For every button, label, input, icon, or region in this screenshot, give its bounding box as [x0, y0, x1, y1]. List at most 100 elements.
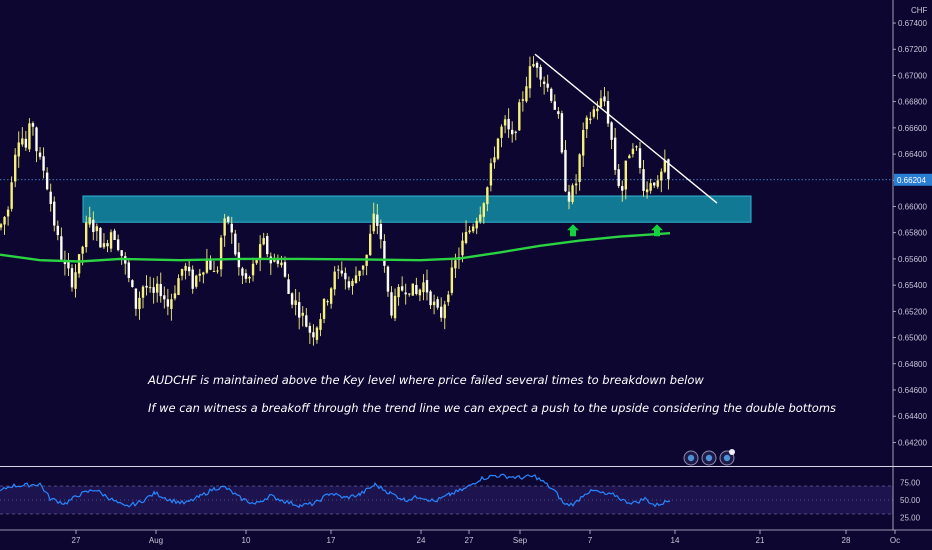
x-tick-label: Aug [149, 536, 163, 545]
candle-body [347, 281, 351, 288]
candle-body [241, 268, 244, 276]
candle-body [74, 272, 77, 289]
candle [443, 300, 446, 330]
candle-body [440, 306, 443, 318]
oscillator-tick-label: 50.00 [900, 496, 921, 505]
candle [606, 91, 610, 127]
candle [489, 158, 493, 192]
candle-body [326, 301, 329, 303]
candle-body [301, 312, 304, 316]
candle-body [127, 262, 130, 278]
candle [227, 215, 230, 225]
candle [106, 239, 109, 253]
y-tick-label: 0.66800 [898, 98, 927, 107]
candle [542, 76, 546, 95]
candle [276, 254, 280, 268]
candle [170, 293, 173, 321]
candle [177, 274, 180, 296]
oscillator-tick-label: 75.00 [900, 479, 921, 488]
candle-body [589, 118, 592, 121]
candle [287, 273, 290, 294]
candle [393, 288, 397, 322]
candle-body [578, 154, 581, 183]
candle [156, 276, 159, 303]
candle-body [475, 220, 478, 229]
candle-body [471, 226, 475, 232]
candle-body [553, 101, 556, 110]
candle [354, 266, 358, 284]
y-tick-label: 0.65200 [898, 307, 927, 316]
candle [408, 293, 411, 297]
candle-body [31, 123, 35, 127]
candle-body [425, 280, 429, 293]
y-tick-label: 0.64400 [898, 412, 927, 421]
candle-body [113, 230, 116, 240]
candle [400, 276, 404, 292]
indicator-icon-2[interactable] [701, 450, 717, 466]
candle [624, 160, 627, 200]
candle [74, 264, 77, 298]
candle-body [63, 260, 67, 265]
candle-body [276, 260, 280, 264]
candle [294, 289, 297, 316]
candle [21, 127, 24, 147]
candle-body [518, 102, 521, 131]
candle-body [92, 219, 95, 232]
candle-body [358, 270, 361, 276]
candle [234, 229, 237, 257]
candle-body [180, 269, 184, 276]
candle [152, 277, 155, 304]
candle-body [628, 155, 631, 159]
candle [298, 292, 301, 330]
candle-body [106, 243, 109, 247]
candle [77, 254, 81, 278]
candle [198, 268, 201, 282]
candle-body [38, 152, 42, 157]
candle-body [56, 225, 59, 236]
indicator-icon-1[interactable] [683, 450, 699, 466]
indicator-icon-3[interactable] [719, 449, 735, 466]
candle [244, 269, 248, 283]
candle-body [312, 332, 315, 338]
candle-body [397, 286, 400, 298]
candle [500, 124, 503, 148]
candle-body [582, 130, 585, 156]
candle [621, 180, 624, 202]
candle [432, 294, 436, 315]
annotation-line-1: AUDCHF is maintained above the Key level… [147, 373, 704, 387]
candle-body [173, 293, 177, 299]
candle-body [3, 216, 6, 225]
candle-body [202, 272, 205, 275]
candle-body [447, 294, 450, 303]
candle [546, 74, 549, 92]
candle [159, 272, 162, 303]
candle [503, 115, 507, 134]
candle-body [663, 160, 667, 172]
candle [383, 234, 386, 273]
candle [329, 287, 333, 309]
candle [216, 266, 219, 274]
candle-body [450, 267, 454, 293]
candle [312, 324, 315, 346]
candle-body [613, 137, 617, 170]
candle-body [216, 270, 219, 272]
candle [464, 220, 468, 245]
candle-body [49, 191, 52, 204]
candle [173, 285, 177, 301]
candle-body [354, 275, 358, 283]
candle-body [290, 293, 294, 305]
x-tick-label: 14 [671, 536, 680, 545]
candle [450, 258, 454, 296]
candle [138, 291, 141, 320]
descending-trend-line [534, 53, 718, 204]
candle-body [635, 146, 638, 148]
candle-body [489, 163, 493, 186]
candle [305, 308, 308, 328]
candle [578, 153, 581, 191]
current-price-label-bg [894, 173, 932, 186]
candle [148, 276, 152, 293]
x-tick-label: 10 [242, 536, 251, 545]
